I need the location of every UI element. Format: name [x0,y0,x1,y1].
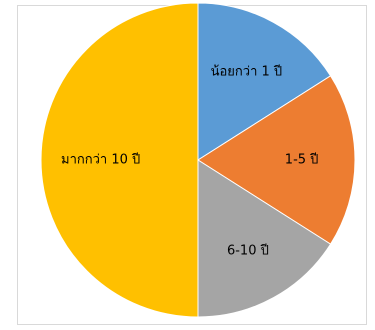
pie-slices [40,2,356,318]
pie-labels: น้อยกว่า 1 ปี 1-5 ปี 6-10 ปี มากกว่า 10 ปี [61,63,318,258]
pie-slice-2 [197,75,356,245]
pie-slice-4 [40,2,199,318]
pie-slice-label-3: 6-10 ปี [227,242,269,258]
pie-slice-label-2: 1-5 ปี [285,152,319,168]
pie-slice-label-1: น้อยกว่า 1 ปี [211,63,283,79]
pie-slice-1 [197,2,332,161]
pie-slice-3 [197,159,332,318]
pie-slice-label-4: มากกว่า 10 ปี [61,152,140,168]
